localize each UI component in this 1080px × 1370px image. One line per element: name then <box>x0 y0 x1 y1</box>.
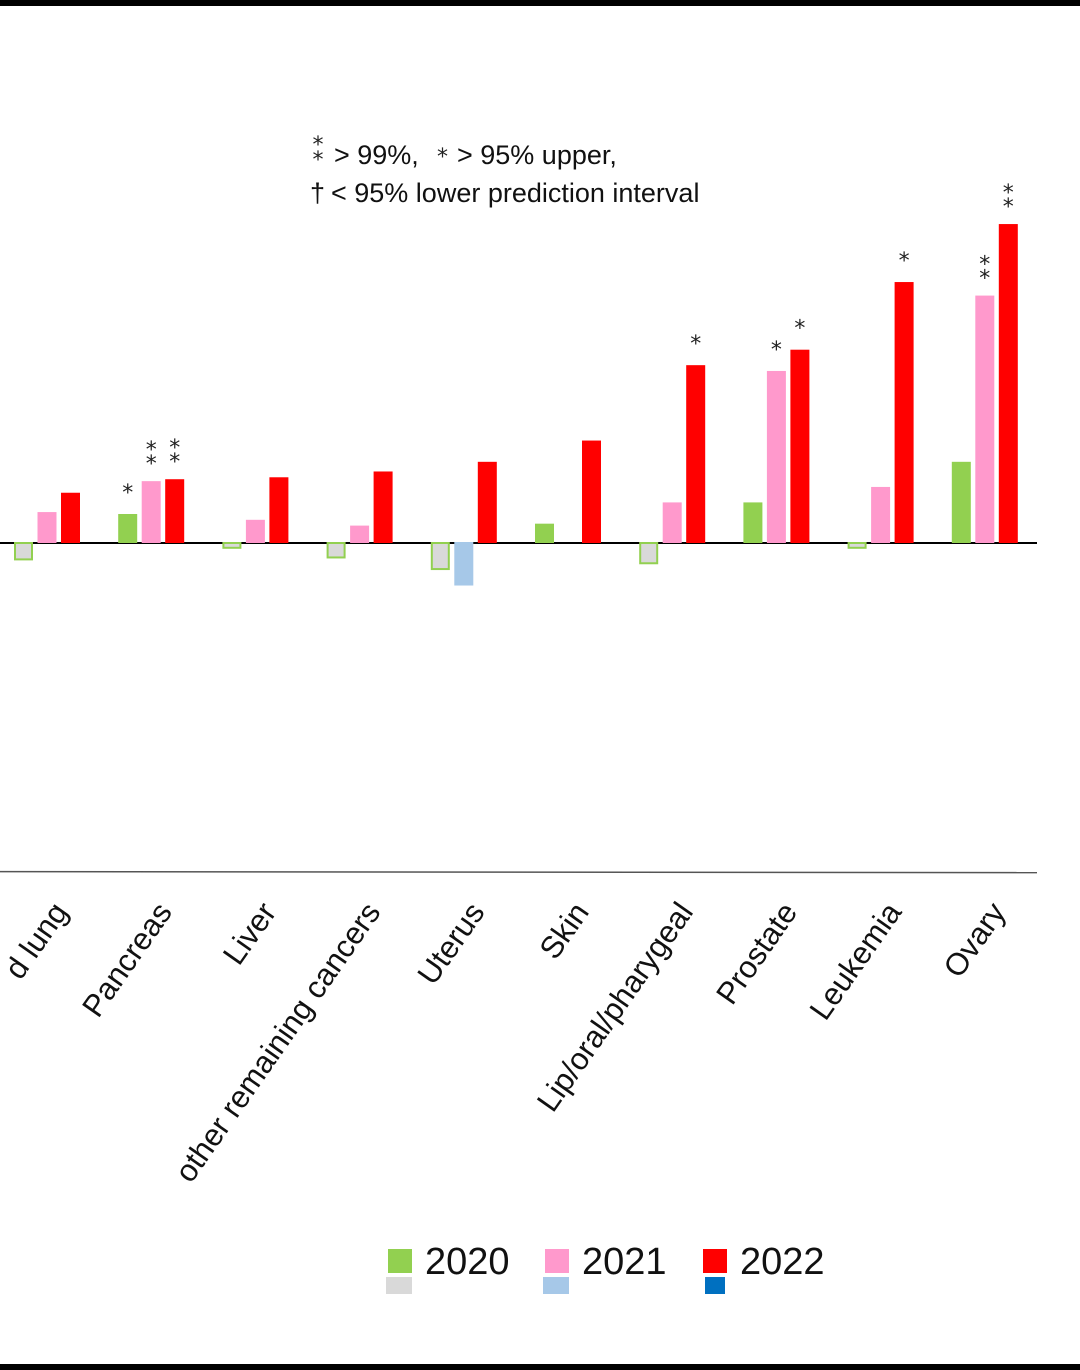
bar-2022-8 <box>894 282 914 543</box>
sig-marker-2022-6: * <box>690 332 701 357</box>
bar-2022-0 <box>61 492 80 543</box>
legend-swatch-negative-2021 <box>543 1277 569 1294</box>
bar-2020-8 <box>847 542 867 549</box>
sig-marker-2022-9-a: * <box>1003 181 1014 206</box>
sig-marker-2022-1-a: * <box>169 436 180 461</box>
sig-marker-2022-9-b: * <box>1003 195 1014 220</box>
bottom-border <box>0 1364 1080 1370</box>
note-line1-99: > 99%, <box>334 140 419 170</box>
bar-2020-1 <box>118 514 138 543</box>
note-line2: < 95% lower prediction interval <box>331 178 699 208</box>
bar-2022-2 <box>269 477 289 543</box>
bar-2021-9 <box>975 295 995 543</box>
category-label-5: Skin <box>532 896 595 965</box>
bar-2022-4 <box>477 461 497 543</box>
bar-2021-4 <box>454 542 474 586</box>
category-label-1: Pancreas <box>75 896 179 1023</box>
bar-2021-0 <box>37 512 57 543</box>
bar-2021-6 <box>662 502 682 543</box>
bar-2022-1 <box>165 479 185 543</box>
bar-2020-2 <box>222 542 242 549</box>
bar-2020-3 <box>326 542 346 559</box>
note-line1-95: > 95% upper, <box>457 140 617 170</box>
legend-label-2022: 2022 <box>740 1241 825 1283</box>
category-label-2: Liver <box>216 896 283 971</box>
sig-marker-2021-7: * <box>771 338 782 363</box>
legend-swatch-positive-2022 <box>703 1249 727 1273</box>
bar-2021-2 <box>245 519 265 543</box>
legend: 2020 2021 2022 <box>386 1241 825 1294</box>
bar-2020-6 <box>639 542 659 565</box>
bar-2022-5 <box>582 440 601 543</box>
top-border <box>0 0 1080 6</box>
bar-2022-3 <box>373 471 393 543</box>
bar-2022-9 <box>998 224 1018 543</box>
bar-2021-3 <box>350 525 370 543</box>
category-label-3: other remaining cancers <box>168 896 387 1188</box>
bar-2021-8 <box>871 486 891 543</box>
sig-marker-2021-1-a: * <box>146 438 157 463</box>
bar-2021-1 <box>141 481 161 543</box>
bar-2021-7 <box>766 370 786 543</box>
sig-marker-2020-1: * <box>122 481 133 506</box>
note-dagger: † <box>310 178 325 208</box>
bar-2020-0 <box>14 542 33 561</box>
bar-2022-7 <box>790 349 810 543</box>
category-label-8: Leukemia <box>803 895 909 1026</box>
category-label-0: d lung <box>0 896 75 985</box>
legend-label-2021: 2021 <box>582 1241 667 1283</box>
note-star-99-b: * <box>313 148 324 173</box>
bar-2022-6 <box>686 365 706 543</box>
note-star-99-a: * <box>313 133 324 158</box>
bar-2020-9 <box>951 461 971 543</box>
sig-marker-2021-1-b: * <box>146 452 157 477</box>
sig-marker-2022-1-b: * <box>169 450 180 475</box>
legend-swatch-negative-2022 <box>705 1277 725 1294</box>
legend-swatch-positive-2020 <box>388 1249 412 1273</box>
significance-note: > 99%, * > 95% upper, † < 95% lower pred… <box>310 133 699 208</box>
sig-marker-2021-9-a: * <box>979 253 990 278</box>
bar-2020-5 <box>535 523 554 543</box>
category-label-4: Uterus <box>410 896 491 991</box>
legend-label-2020: 2020 <box>425 1241 510 1283</box>
note-star-95: * <box>437 145 448 170</box>
category-label-7: Prostate <box>709 896 804 1011</box>
sig-marker-2022-7: * <box>794 317 805 342</box>
legend-swatch-positive-2021 <box>545 1249 569 1273</box>
plot-bottom-line <box>0 870 1038 874</box>
bar-2020-4 <box>430 542 450 571</box>
category-label-9: Ovary <box>936 896 1012 984</box>
bar-2020-7 <box>743 502 763 543</box>
sig-marker-2022-8: * <box>899 249 910 274</box>
sig-marker-2021-9-b: * <box>979 267 990 292</box>
legend-swatch-negative-2020 <box>386 1277 412 1294</box>
